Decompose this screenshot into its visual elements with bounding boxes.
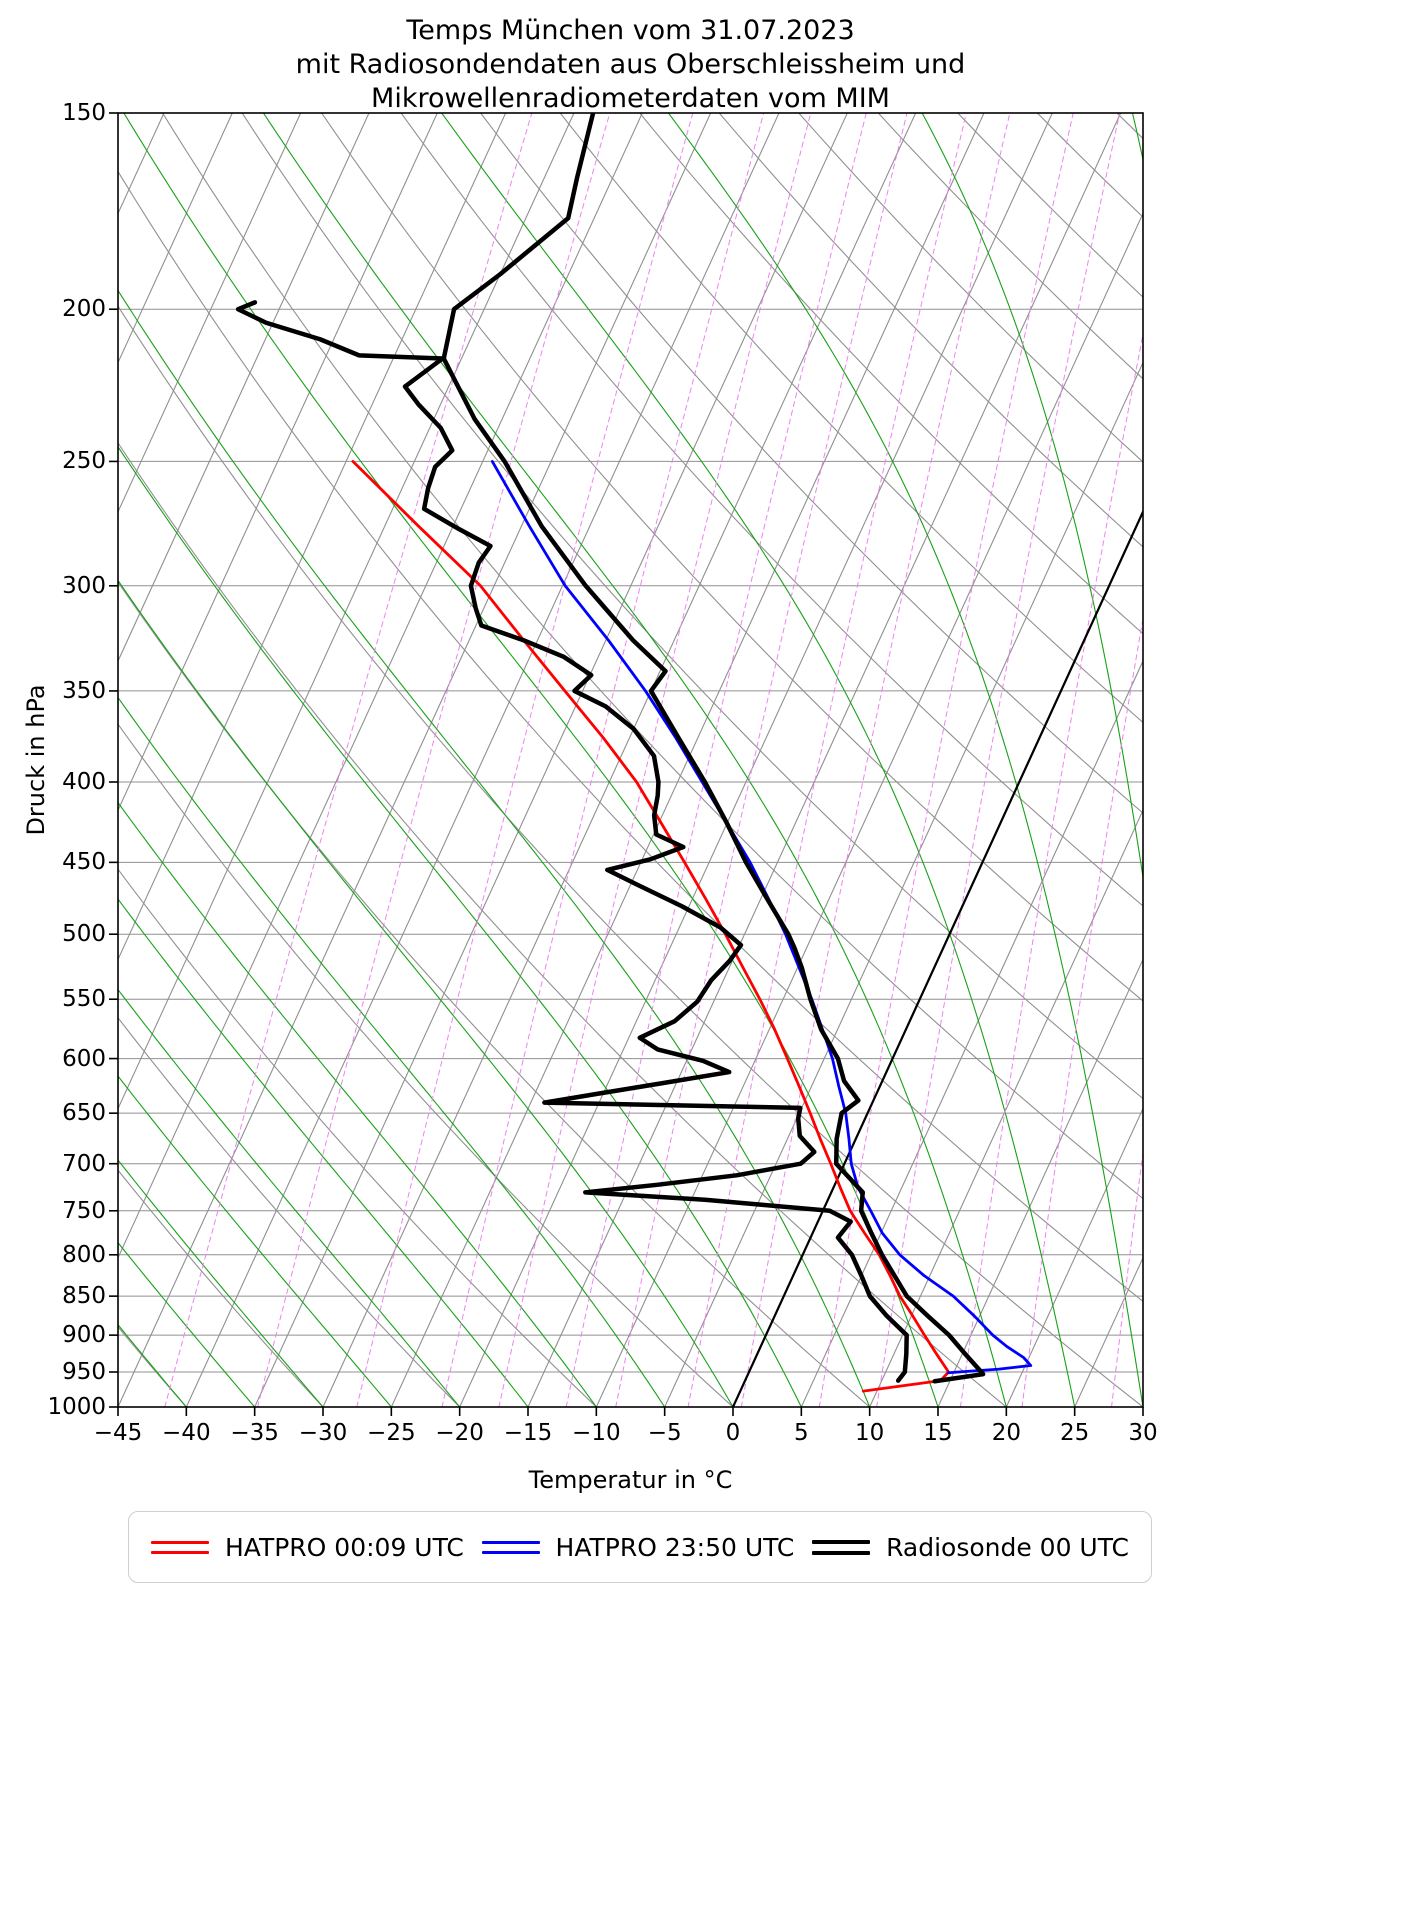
- y-tick-label: 250: [62, 448, 106, 475]
- y-tick-label: 950: [62, 1359, 106, 1385]
- x-tick-label: 10: [855, 1420, 885, 1446]
- legend-label: HATPRO 00:09 UTC: [225, 1532, 464, 1562]
- y-tick-label: 750: [62, 1197, 106, 1224]
- x-tick-label: 0: [725, 1420, 741, 1446]
- y-tick-label: 400: [62, 769, 106, 795]
- y-tick-label: 150: [62, 100, 106, 126]
- legend-item-hatpro-0009: HATPRO 00:09 UTC: [151, 1533, 464, 1562]
- legend-line-swatch-black: [812, 1539, 871, 1555]
- y-tick-label: 850: [62, 1283, 106, 1310]
- legend-label: HATPRO 23:50 UTC: [555, 1532, 795, 1562]
- y-tick-label: 700: [62, 1150, 106, 1177]
- y-tick-label: 650: [62, 1100, 106, 1127]
- y-tick-label: 550: [62, 986, 106, 1013]
- legend-box: HATPRO 00:09 UTC HATPRO 23:50 UTC Radios…: [128, 1511, 1152, 1583]
- x-tick-label: −35: [230, 1420, 279, 1446]
- x-tick-label: −5: [647, 1420, 682, 1446]
- x-tick-label: −20: [435, 1420, 484, 1446]
- x-tick-label: 5: [794, 1420, 809, 1446]
- x-axis-label: Temperatur in °C: [528, 1466, 733, 1494]
- x-tick-label: −30: [298, 1420, 348, 1446]
- x-tick-label: −40: [162, 1420, 211, 1446]
- chart-title-line-3: Mikrowellenradiometerdaten vom MIM: [371, 83, 890, 114]
- y-tick-label: 200: [62, 296, 106, 323]
- x-tick-label: 20: [991, 1420, 1021, 1446]
- x-tick-label: −10: [572, 1420, 621, 1446]
- y-tick-label: 800: [62, 1241, 106, 1268]
- chart-title-line-2: mit Radiosondendaten aus Oberschleisshei…: [295, 49, 966, 80]
- x-tick-label: 30: [1128, 1420, 1158, 1446]
- y-tick-label: 300: [62, 572, 106, 599]
- y-tick-label: 900: [62, 1322, 106, 1349]
- legend-line-swatch-red: [151, 1540, 209, 1554]
- legend-line-swatch-blue: [481, 1540, 540, 1554]
- y-tick-label: 600: [62, 1045, 106, 1072]
- x-tick-label: −45: [93, 1420, 143, 1446]
- y-tick-label: 500: [62, 921, 106, 948]
- chart-title: Temps München vom 31.07.2023 mit Radioso…: [118, 14, 1143, 116]
- x-tick-label: 15: [923, 1420, 953, 1446]
- y-axis-label: Druck in hPa: [22, 684, 50, 836]
- legend-item-hatpro-2350: HATPRO 23:50 UTC: [481, 1532, 795, 1562]
- x-tick-label: 25: [1060, 1420, 1090, 1446]
- chart-title-line-1: Temps München vom 31.07.2023: [406, 15, 855, 46]
- x-tick-label: −15: [503, 1420, 553, 1446]
- y-tick-label: 1000: [47, 1394, 106, 1420]
- x-tick-label: −25: [367, 1420, 416, 1446]
- y-tick-label: 450: [62, 849, 106, 876]
- y-tick-label: 350: [62, 677, 106, 704]
- legend-label: Radiosonde 00 UTC: [886, 1532, 1129, 1562]
- legend-item-radiosonde: Radiosonde 00 UTC: [812, 1533, 1129, 1562]
